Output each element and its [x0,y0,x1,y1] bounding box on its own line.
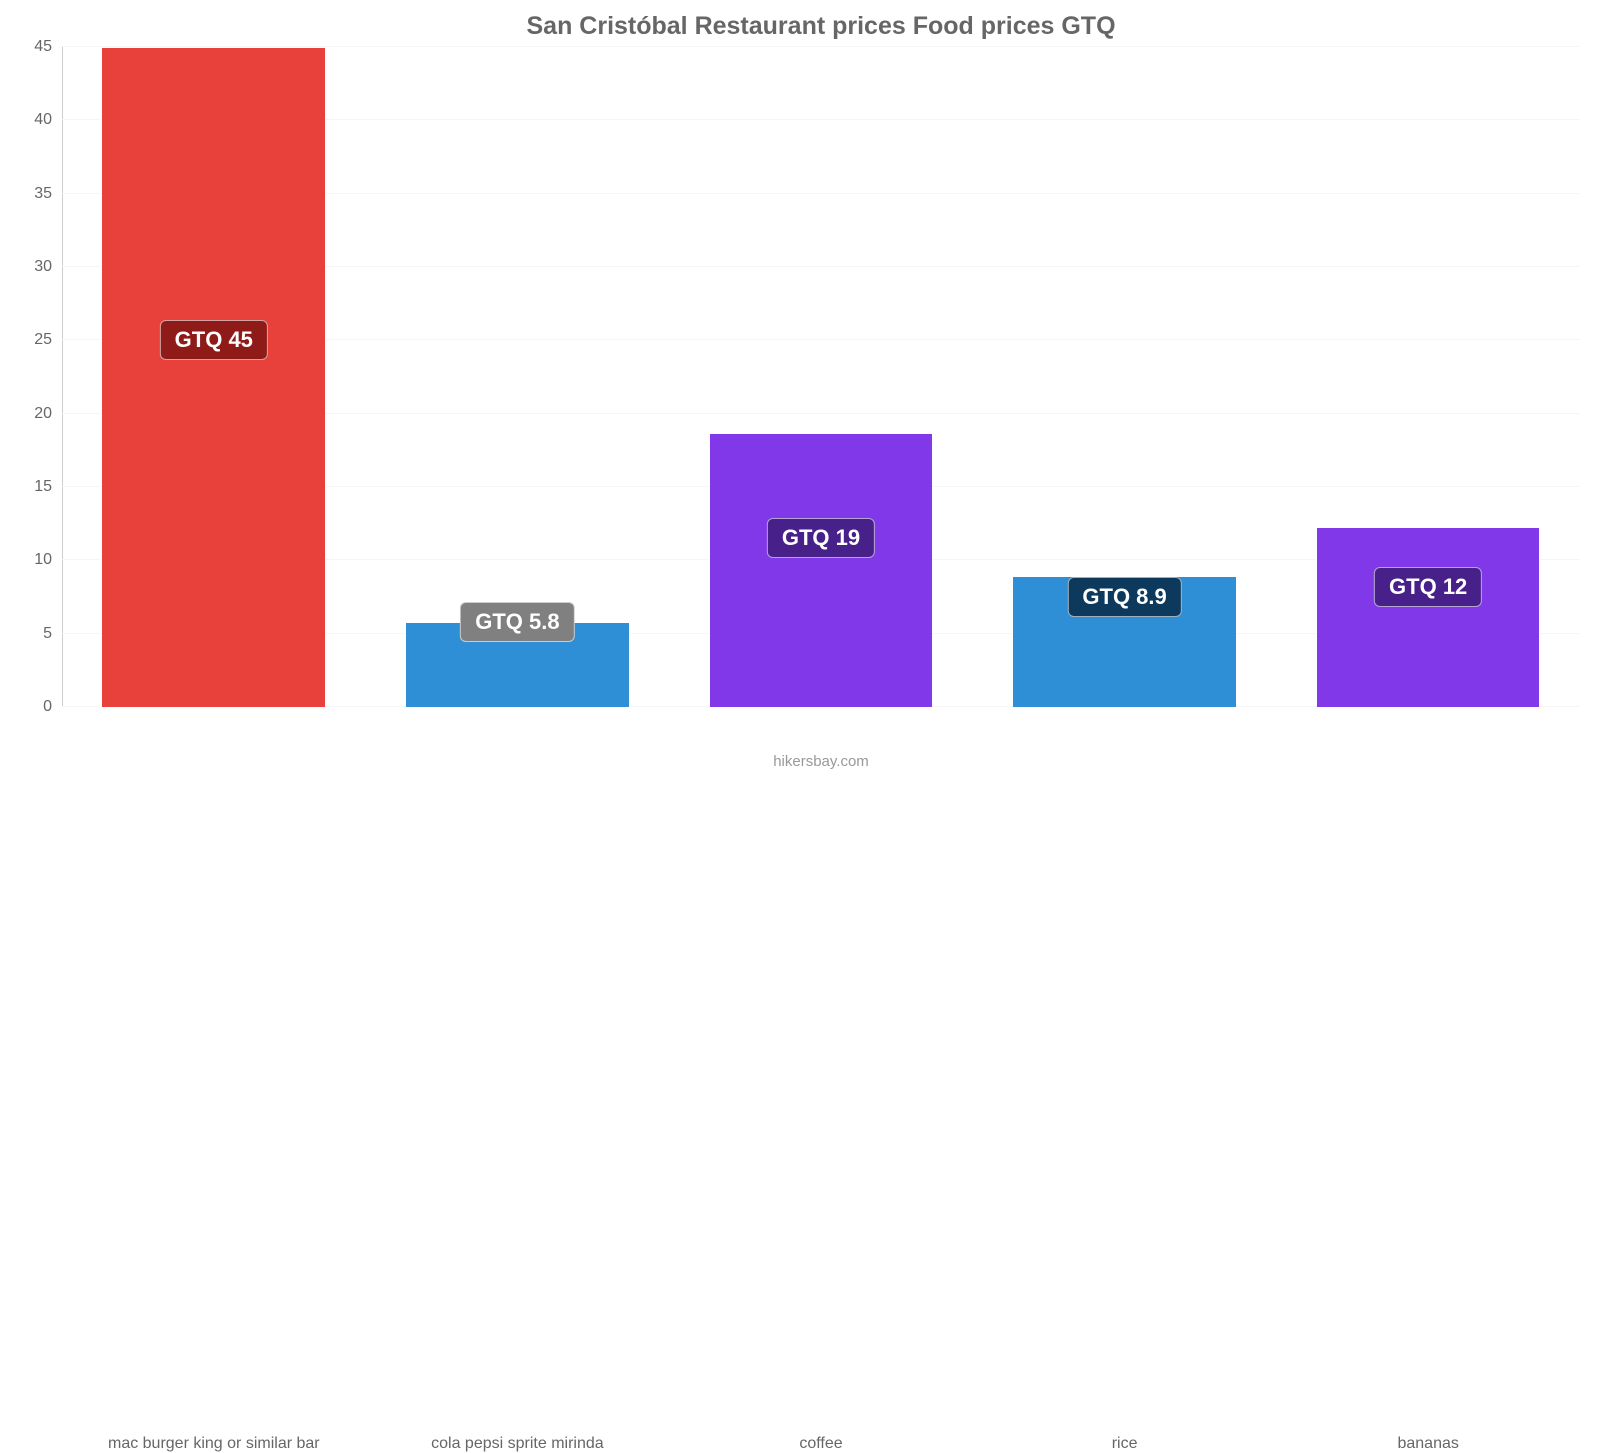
y-tick-label: 20 [34,405,62,423]
x-tick-label: bananas [1276,1435,1580,1453]
y-tick-label: 45 [34,38,62,56]
attribution: hikersbay.com [62,753,1580,770]
bar-slot: GTQ 8.9 [973,47,1277,707]
bar [1316,527,1541,707]
bar-slot: GTQ 45 [62,47,366,707]
x-labels: mac burger king or similar barcola pepsi… [62,1435,1580,1453]
bar-slot: GTQ 19 [669,47,973,707]
y-tick-label: 5 [43,625,62,643]
value-badge: GTQ 5.8 [460,602,574,642]
y-tick-label: 35 [34,185,62,203]
bars-container: GTQ 45 GTQ 5.8 GTQ 19 GTQ 8.9 GTQ 12 [62,47,1580,707]
y-tick-label: 0 [43,698,62,716]
y-tick-label: 25 [34,331,62,349]
bar-slot: GTQ 12 [1276,47,1580,707]
x-tick-label: cola pepsi sprite mirinda [366,1435,670,1453]
x-tick-label: coffee [669,1435,973,1453]
bar [709,433,934,707]
bar-slot: GTQ 5.8 [366,47,670,707]
x-tick-label: mac burger king or similar bar [62,1435,366,1453]
value-badge: GTQ 19 [767,518,875,558]
y-tick-label: 30 [34,258,62,276]
x-tick-label: rice [973,1435,1277,1453]
y-tick-label: 40 [34,111,62,129]
chart-title: San Cristóbal Restaurant prices Food pri… [62,12,1580,41]
value-badge: GTQ 45 [160,320,268,360]
bar [101,47,326,707]
value-badge: GTQ 8.9 [1067,577,1181,617]
price-chart: San Cristóbal Restaurant prices Food pri… [0,0,1600,800]
plot-area: 051015202530354045 GTQ 45GTQ 5.8GTQ 19GT… [62,47,1580,707]
value-badge: GTQ 12 [1374,567,1482,607]
y-tick-label: 10 [34,551,62,569]
y-tick-label: 15 [34,478,62,496]
